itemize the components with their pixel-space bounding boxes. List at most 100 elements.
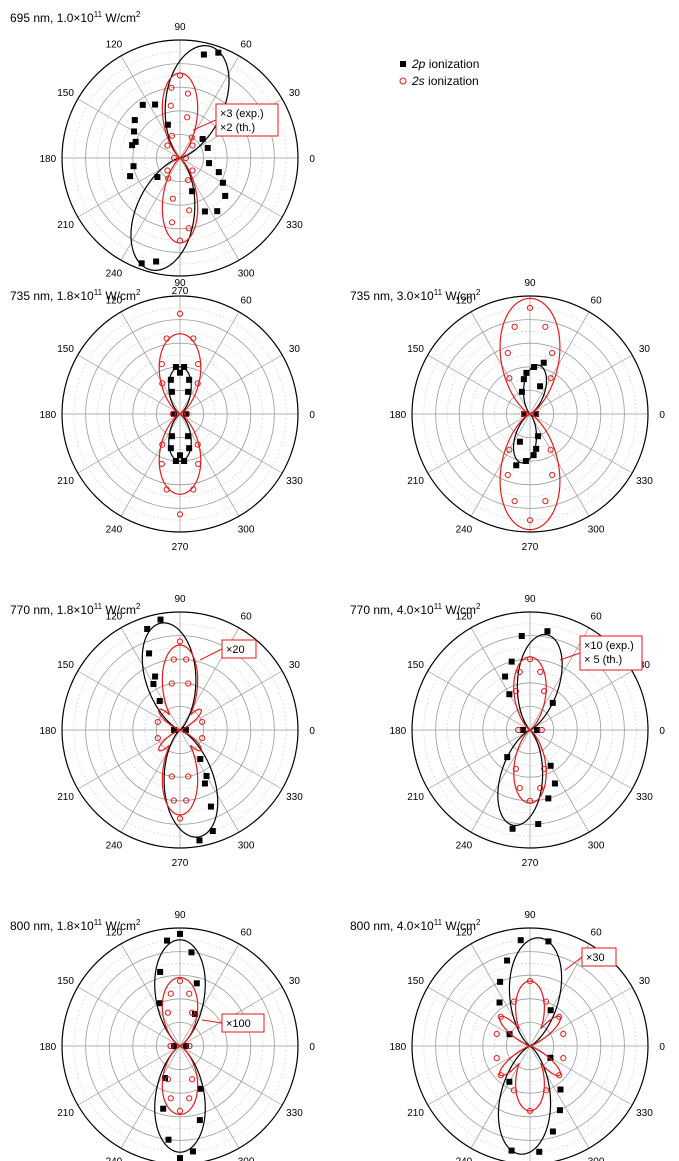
angle-tick-label: 270 [522, 542, 539, 553]
grid-spoke [120, 943, 181, 1047]
data-point-2s [170, 797, 177, 804]
angle-tick-label: 150 [57, 344, 74, 355]
angle-tick-label: 150 [57, 976, 74, 987]
annotation-box [579, 635, 643, 671]
grid-spoke [77, 670, 181, 731]
angle-tick-label: 270 [172, 858, 189, 869]
angle-tick-label: 210 [57, 476, 74, 487]
data-point-2s [199, 718, 206, 726]
angle-tick-label: 30 [289, 344, 301, 355]
data-point-2p [532, 411, 539, 417]
angle-tick-label: 330 [636, 1108, 653, 1119]
data-point-2s [182, 154, 189, 162]
data-point-2p [513, 462, 520, 469]
grid-spoke [529, 1045, 590, 1149]
legend-label-2p: 2p ionization [411, 57, 479, 71]
panel-title: 695 nm, 1.0×1011 W/cm2 [10, 10, 141, 25]
annotation-pointer [201, 1019, 223, 1024]
data-point-2p [222, 192, 229, 199]
data-point-2p [547, 1007, 554, 1014]
angle-tick-label: 270 [172, 286, 189, 297]
data-point-2p [502, 673, 509, 680]
data-point-2p [177, 452, 183, 459]
data-point-2p [154, 173, 161, 180]
data-point-2s [512, 765, 519, 772]
panel-title: 800 nm, 1.8×1011 W/cm2 [10, 918, 141, 933]
grid-spoke [179, 729, 283, 790]
grid-spoke [529, 354, 633, 415]
data-point-2p [171, 727, 178, 733]
data-point-2s [184, 114, 191, 121]
data-point-2p [157, 1000, 164, 1007]
angle-tick-label: 210 [407, 1108, 424, 1119]
angle-tick-label: 60 [241, 928, 253, 939]
data-point-2p [540, 359, 547, 366]
data-point-2s [168, 680, 175, 687]
annotation-text: ×10 (exp.) [584, 640, 634, 652]
data-point-2p [549, 1128, 556, 1135]
data-point-2p [152, 101, 159, 108]
data-point-2s [168, 132, 176, 139]
grid-spoke [179, 55, 240, 159]
data-point-2s [542, 323, 549, 330]
theory-curve [513, 656, 547, 804]
grid-spoke [179, 1045, 240, 1149]
data-point-2s [169, 410, 177, 418]
data-point-2p [193, 980, 200, 987]
data-point-2p [535, 821, 542, 828]
grid-spoke [77, 413, 181, 474]
angle-tick-label: 120 [106, 40, 123, 51]
data-point-2s [154, 734, 161, 742]
angle-tick-label: 300 [238, 524, 255, 535]
data-point-2s [189, 1076, 196, 1083]
grid-spoke [529, 311, 590, 415]
data-point-2s [511, 498, 518, 505]
data-point-2s [167, 102, 174, 109]
angle-tick-label: 90 [174, 22, 186, 33]
data-point-2p [531, 363, 538, 370]
grid-spoke [179, 354, 283, 415]
grid-spoke [179, 1045, 283, 1106]
polar-frame [411, 927, 649, 1161]
data-point-2p [177, 1155, 183, 1161]
angle-tick-label: 60 [241, 612, 253, 623]
angle-tick-label: 30 [639, 344, 651, 355]
angle-tick-label: 210 [407, 792, 424, 803]
data-point-2s [512, 688, 519, 695]
annotation-pointer [559, 652, 581, 661]
data-point-2s [186, 207, 193, 214]
polar-frame [61, 295, 299, 533]
data-point-2s [168, 773, 175, 780]
angle-tick-label: 180 [39, 154, 56, 165]
data-point-2s [171, 154, 178, 162]
theory-curve [161, 72, 199, 244]
data-point-2p [518, 388, 525, 395]
angle-tick-label: 90 [524, 910, 536, 921]
annotation-pointer [564, 956, 583, 971]
data-point-2p [168, 433, 175, 440]
data-point-2p [196, 1085, 203, 1092]
data-point-2p [181, 458, 188, 465]
polar-frame [61, 927, 299, 1161]
data-point-2p [504, 957, 511, 964]
annotation-pointer [199, 648, 223, 661]
angle-tick-label: 330 [636, 792, 653, 803]
angle-tick-label: 0 [659, 410, 665, 421]
angle-tick-label: 30 [289, 88, 301, 99]
grid-spoke [427, 413, 531, 474]
grid-spoke [179, 157, 283, 218]
polar-panel-4: 0 30 60 90 120 150 180 210 240 270 300 330 770 nm, 4… [350, 594, 665, 869]
data-point-2s [168, 219, 176, 226]
grid-spoke [77, 354, 181, 415]
data-point-2p [521, 411, 528, 417]
angle-tick-label: 300 [238, 268, 255, 279]
grid-spoke [77, 1045, 181, 1106]
angle-tick-label: 60 [591, 612, 603, 623]
data-point-2s [186, 1042, 193, 1050]
angle-tick-label: 180 [389, 1042, 406, 1053]
angle-tick-label: 90 [174, 278, 186, 289]
theory-curve [158, 644, 202, 816]
data-point-2s [526, 304, 534, 311]
data-point-2p [215, 49, 222, 56]
data-point-2p [196, 1117, 203, 1124]
